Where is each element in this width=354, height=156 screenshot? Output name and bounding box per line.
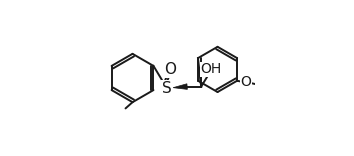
Polygon shape <box>173 84 187 89</box>
Text: O: O <box>240 75 251 89</box>
Text: OH: OH <box>201 62 222 76</box>
Text: O: O <box>164 62 176 77</box>
Text: S: S <box>162 81 172 96</box>
